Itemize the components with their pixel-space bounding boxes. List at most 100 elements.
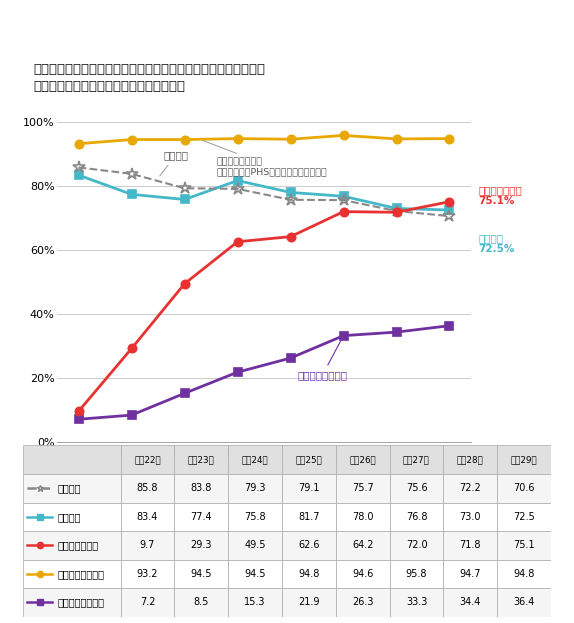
- Bar: [444, 474, 497, 503]
- Text: 72.0: 72.0: [406, 540, 428, 550]
- Bar: [174, 474, 228, 503]
- Bar: [23, 503, 121, 531]
- Bar: [121, 445, 174, 474]
- Text: 64.2: 64.2: [352, 540, 374, 550]
- Text: 平成26年: 平成26年: [350, 455, 376, 464]
- Bar: [282, 445, 336, 474]
- Bar: [121, 503, 174, 531]
- Text: 77.4: 77.4: [191, 512, 212, 522]
- Text: 81.7: 81.7: [298, 512, 320, 522]
- Bar: [228, 445, 282, 474]
- Bar: [23, 559, 121, 588]
- Text: 73.0: 73.0: [460, 512, 481, 522]
- Text: （平成22年〜平成29年）: （平成22年〜平成29年）: [241, 42, 333, 55]
- Text: 75.8: 75.8: [245, 512, 266, 522]
- Text: 33.3: 33.3: [406, 597, 427, 607]
- Bar: [23, 588, 121, 617]
- Text: 70.6: 70.6: [513, 483, 535, 493]
- Text: 9.7: 9.7: [140, 540, 155, 550]
- Bar: [336, 559, 390, 588]
- Bar: [282, 503, 336, 531]
- Text: 79.3: 79.3: [245, 483, 266, 493]
- Bar: [390, 445, 444, 474]
- Text: 34.4: 34.4: [460, 597, 481, 607]
- Bar: [390, 588, 444, 617]
- Text: タブレット型端末: タブレット型端末: [57, 597, 104, 607]
- Text: 主な情報通信機器の保有状況（世帯）: 主な情報通信機器の保有状況（世帯）: [202, 13, 372, 31]
- Text: 36.4: 36.4: [514, 597, 535, 607]
- Text: 7.2: 7.2: [140, 597, 156, 607]
- Text: 72.2: 72.2: [459, 483, 481, 493]
- Text: 79.1: 79.1: [298, 483, 320, 493]
- Text: 平成22年: 平成22年: [134, 455, 161, 464]
- Text: 94.8: 94.8: [298, 569, 320, 579]
- Bar: [121, 474, 174, 503]
- Bar: [282, 531, 336, 559]
- Text: 94.5: 94.5: [191, 569, 212, 579]
- Bar: [497, 445, 551, 474]
- Text: 75.1: 75.1: [513, 540, 535, 550]
- Bar: [282, 588, 336, 617]
- Bar: [390, 559, 444, 588]
- Bar: [174, 559, 228, 588]
- Text: 94.7: 94.7: [460, 569, 481, 579]
- Bar: [497, 503, 551, 531]
- Bar: [282, 559, 336, 588]
- Text: 平成27年: 平成27年: [403, 455, 430, 464]
- Text: 95.8: 95.8: [406, 569, 427, 579]
- Bar: [336, 588, 390, 617]
- Bar: [228, 474, 282, 503]
- Text: スマートフォン
75.1%: スマートフォン 75.1%: [479, 185, 522, 206]
- Text: 85.8: 85.8: [137, 483, 158, 493]
- Text: タブレット型端末: タブレット型端末: [297, 338, 347, 380]
- Bar: [282, 474, 336, 503]
- Text: パソコン
72.5%: パソコン 72.5%: [479, 233, 515, 254]
- Bar: [228, 588, 282, 617]
- Text: 93.2: 93.2: [137, 569, 158, 579]
- Bar: [497, 588, 551, 617]
- Text: スマートフォンを保有している世帯の割合が、固定電話・パソコ
ンを保有している世帯の割合を上回った。: スマートフォンを保有している世帯の割合が、固定電話・パソコ ンを保有している世帯…: [33, 64, 266, 93]
- Bar: [228, 559, 282, 588]
- Bar: [497, 531, 551, 559]
- Bar: [444, 588, 497, 617]
- Bar: [121, 559, 174, 588]
- Bar: [121, 531, 174, 559]
- Text: 15.3: 15.3: [245, 597, 266, 607]
- Text: 平成28年: 平成28年: [457, 455, 484, 464]
- Text: 76.8: 76.8: [406, 512, 427, 522]
- Bar: [390, 474, 444, 503]
- Text: 21.9: 21.9: [298, 597, 320, 607]
- Text: モバイル端末全体
（携帯電話・PHS及びスマートフォン）: モバイル端末全体 （携帯電話・PHS及びスマートフォン）: [203, 141, 327, 176]
- Text: 平成29年: 平成29年: [511, 455, 537, 464]
- Text: 75.6: 75.6: [406, 483, 428, 493]
- Text: 62.6: 62.6: [298, 540, 320, 550]
- Bar: [23, 474, 121, 503]
- Bar: [228, 503, 282, 531]
- Text: 平成23年: 平成23年: [188, 455, 215, 464]
- Text: 78.0: 78.0: [352, 512, 374, 522]
- Text: 71.8: 71.8: [460, 540, 481, 550]
- Text: スマートフォン: スマートフォン: [57, 540, 98, 550]
- Bar: [336, 474, 390, 503]
- Bar: [497, 474, 551, 503]
- Text: 26.3: 26.3: [352, 597, 374, 607]
- Bar: [336, 531, 390, 559]
- Bar: [444, 531, 497, 559]
- Text: 72.5: 72.5: [513, 512, 535, 522]
- Bar: [121, 588, 174, 617]
- Text: 平成24年: 平成24年: [242, 455, 269, 464]
- Text: モバイル端末全体: モバイル端末全体: [57, 569, 104, 579]
- Bar: [336, 445, 390, 474]
- Bar: [23, 531, 121, 559]
- Text: 29.3: 29.3: [191, 540, 212, 550]
- Text: 平成25年: 平成25年: [296, 455, 323, 464]
- Text: パソコン: パソコン: [57, 512, 81, 522]
- Text: 94.8: 94.8: [514, 569, 535, 579]
- Bar: [444, 559, 497, 588]
- Bar: [174, 445, 228, 474]
- Bar: [444, 503, 497, 531]
- Text: 83.8: 83.8: [191, 483, 212, 493]
- Bar: [174, 503, 228, 531]
- Bar: [174, 531, 228, 559]
- Text: 94.6: 94.6: [352, 569, 374, 579]
